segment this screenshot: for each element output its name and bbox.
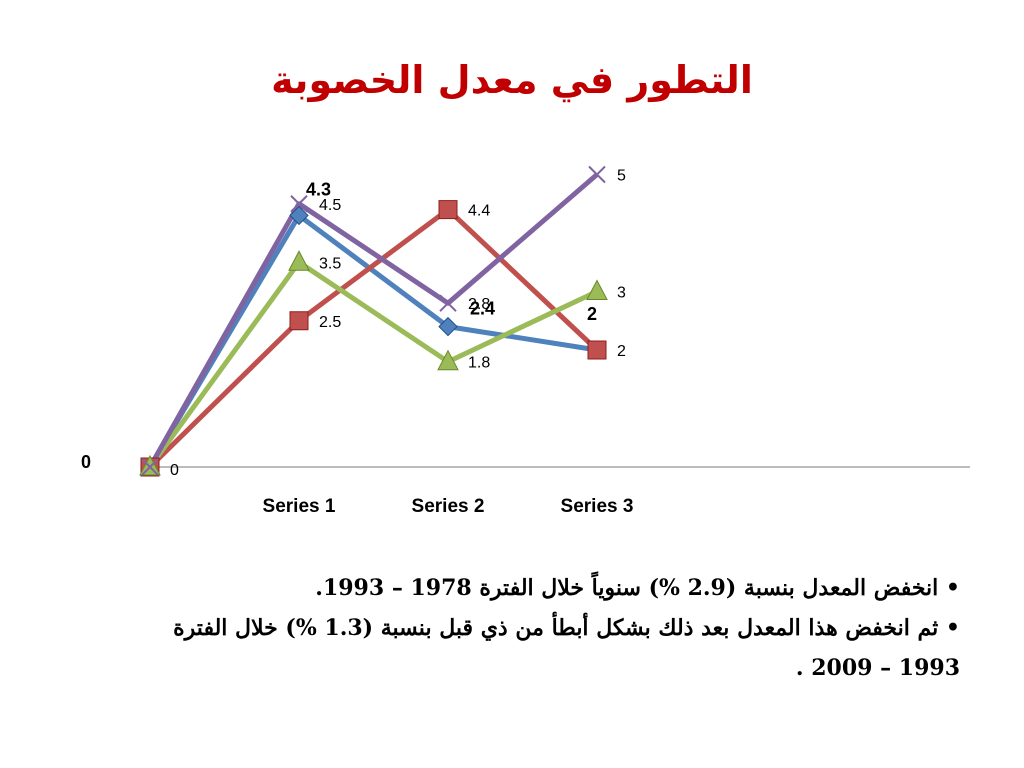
series-3-line xyxy=(147,259,599,469)
series-4-point-2 xyxy=(290,195,308,213)
series-3-point-2 xyxy=(288,250,310,271)
series-3-point-3 xyxy=(437,349,459,371)
series-1-label-4: 2 xyxy=(587,304,597,324)
series-2-label-1: 0 xyxy=(170,462,179,479)
series-4-line xyxy=(147,172,599,469)
y-axis-zero-label: 0 xyxy=(81,452,91,472)
series-2-label-4: 2 xyxy=(617,343,626,360)
x-tick-label-2: Series 2 xyxy=(412,496,485,517)
series-1-label-2: 4.3 xyxy=(306,179,331,199)
series-4-point-3 xyxy=(439,294,457,312)
series-3-point-4 xyxy=(586,279,608,300)
bullet-list: • انخفض المعدل بنسبة (2.9 %) سنوياً خلال… xyxy=(140,568,960,688)
x-tick-labels: Series 1 Series 2 Series 3 xyxy=(263,496,634,517)
series-4-point-1 xyxy=(141,458,159,476)
fertility-line-chart: 0 4.3 2.4 2 0 2.5 4.4 2 3.5 1.8 3 4.5 2.8 5 Series 1… xyxy=(81,165,970,517)
series-lines xyxy=(147,172,599,469)
series-1-label-3: 2.4 xyxy=(470,299,495,319)
series-3-label-4: 3 xyxy=(617,285,626,302)
series-3-point-1 xyxy=(139,454,161,476)
series-1-line xyxy=(147,212,598,469)
series-4-label-4: 5 xyxy=(617,168,626,185)
series-3-label-2: 3.5 xyxy=(319,255,341,272)
series-2-point-4 xyxy=(587,340,607,360)
series-1-point-3 xyxy=(438,316,458,337)
series-4-label-2: 4.5 xyxy=(319,197,341,214)
data-labels: 4.3 2.4 2 0 2.5 4.4 2 3.5 1.8 3 4.5 2.8 5 xyxy=(170,168,626,480)
x-tick-label-1: Series 1 xyxy=(263,496,336,517)
series-2-point-2 xyxy=(289,311,309,331)
x-tick-label-3: Series 3 xyxy=(561,496,634,517)
series-1-point-2 xyxy=(289,205,309,226)
series-2-point-3 xyxy=(438,200,458,220)
series-markers xyxy=(139,165,608,477)
series-3-label-3: 1.8 xyxy=(468,355,490,372)
series-4-point-4 xyxy=(588,165,606,184)
series-2-label-3: 4.4 xyxy=(468,203,490,220)
series-4-label-3: 2.8 xyxy=(468,296,490,313)
bullet-2: • ثم انخفض هذا المعدل بعد ذلك بشكل أبطأ … xyxy=(173,615,960,681)
bullet-1: • انخفض المعدل بنسبة (2.9 %) سنوياً خلال… xyxy=(315,575,960,601)
slide-title: التطور في معدل الخصوبة xyxy=(271,58,753,102)
series-2-label-2: 2.5 xyxy=(319,314,341,331)
series-2-line xyxy=(148,207,599,469)
